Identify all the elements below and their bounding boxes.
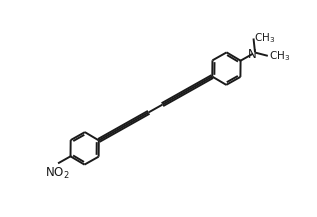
Text: NO$_2$: NO$_2$ — [45, 166, 70, 181]
Text: CH$_3$: CH$_3$ — [269, 49, 290, 63]
Text: N: N — [248, 48, 256, 61]
Text: CH$_3$: CH$_3$ — [254, 31, 275, 45]
